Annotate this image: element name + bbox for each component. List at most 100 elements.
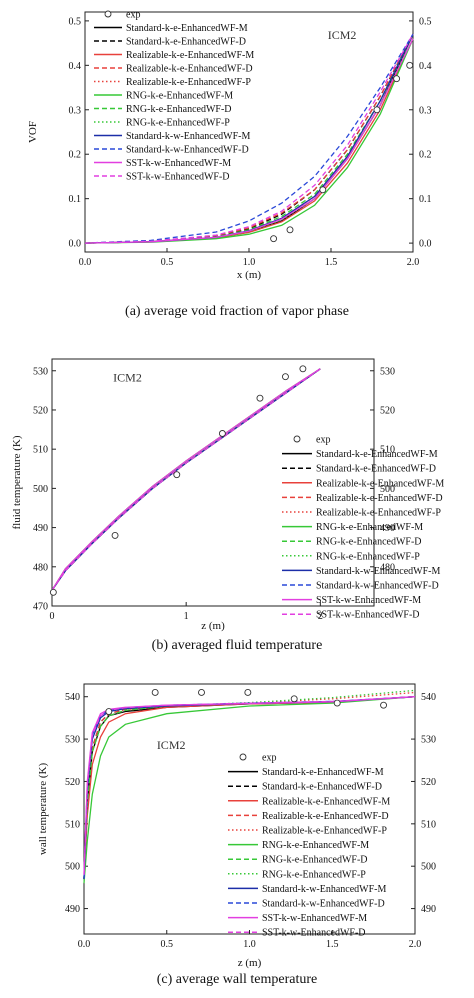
exp-point (198, 689, 205, 696)
x-tick-label: 2 (318, 611, 323, 622)
fluid-temperature-chart: 0 1 2 470 480 490 500 510 520 530 530 520 510 500 490 4… (11, 358, 444, 632)
y-tick-label: 0.5 (69, 16, 82, 27)
x-axis-label: z (m) (201, 620, 225, 632)
legend-marker (293, 435, 301, 443)
x-axis-label: x (m) (237, 269, 261, 281)
y-tick-label: 520 (65, 777, 80, 788)
right-y-tick-label: 0.5 (419, 16, 432, 27)
series-line (84, 33, 414, 244)
series-line (51, 368, 321, 591)
series-line (84, 33, 414, 244)
legend-label: RNG-k-e-EnhancedWF-M (316, 522, 423, 533)
chart-panel-a: 0.0 0.5 1.0 1.5 2.0 0.0 0.1 0.2 0.3 0.4 0.5 0.0 0.1 0… (0, 0, 474, 330)
y-tick-label: 510 (33, 445, 48, 456)
legend-label: Standard-k-e-EnhancedWF-D (262, 782, 382, 793)
legend-label: RNG-k-e-EnhancedWF-P (126, 118, 230, 129)
x-tick-label: 2.0 (409, 939, 422, 950)
series-line (84, 33, 414, 244)
exp-point (373, 106, 381, 114)
legend-label: SST-k-w-EnhancedWF-D (316, 610, 420, 621)
series-line (51, 368, 321, 591)
series-line (83, 689, 416, 879)
y-tick-label: 530 (65, 735, 80, 746)
exp-point (173, 471, 181, 479)
right-y-tick-label: 490 (421, 904, 436, 915)
annotation-label: ICM2 (113, 370, 142, 384)
plot-frame (51, 358, 375, 607)
legend-label: SST-k-w-EnhancedWF-M (126, 158, 231, 169)
exp-point (299, 365, 307, 373)
legend-label: SST-k-w-EnhancedWF-D (262, 928, 366, 939)
y-tick-label: 520 (33, 405, 48, 416)
vof-chart: 0.0 0.5 1.0 1.5 2.0 0.0 0.1 0.2 0.3 0.4 0.5 0.0 0.1 0… (27, 10, 432, 282)
right-y-tick-label: 480 (380, 562, 395, 573)
right-y-tick-label: 0.0 (419, 239, 432, 250)
right-y-tick-label: 510 (380, 445, 395, 456)
exp-point (49, 588, 57, 596)
caption-c: (c) average wall temperature (156, 972, 318, 987)
series-line (51, 368, 321, 591)
x-tick-label: 0.5 (161, 939, 174, 950)
legend-label: Realizable-k-e-EnhancedWF-P (316, 508, 441, 519)
legend-marker (104, 10, 112, 18)
legend-label: exp (316, 435, 330, 446)
series-line (83, 696, 416, 884)
exp-point (319, 186, 327, 194)
y-tick-label: 480 (33, 562, 48, 573)
exp-point (333, 699, 341, 707)
annotation-label: ICM2 (157, 738, 186, 752)
x-tick-label: 0 (50, 611, 55, 622)
caption-b: (b) averaged fluid temperature (151, 638, 323, 653)
exp-point (380, 701, 388, 709)
exp-point (111, 531, 119, 539)
y-tick-label: 540 (65, 692, 80, 703)
exp-point (286, 226, 294, 234)
legend-label: SST-k-w-EnhancedWF-M (262, 913, 367, 924)
exp-point (406, 61, 414, 69)
right-y-tick-label: 510 (421, 819, 436, 830)
series-line (51, 368, 321, 591)
exp-point (270, 235, 278, 243)
series-line (51, 368, 321, 591)
legend-label: Standard-k-e-EnhancedWF-M (316, 449, 438, 460)
series-line (84, 38, 414, 244)
y-tick-label: 500 (33, 484, 48, 495)
y-tick-label: 510 (65, 819, 80, 830)
legend-label: Realizable-k-e-EnhancedWF-P (126, 77, 251, 88)
right-y-tick-label: 520 (421, 777, 436, 788)
right-y-tick-label: 0.3 (419, 105, 432, 116)
legend-label: Standard-k-e-EnhancedWF-D (126, 37, 246, 48)
legend-label: Realizable-k-e-EnhancedWF-M (126, 50, 254, 61)
legend-label: Realizable-k-e-EnhancedWF-M (262, 796, 390, 807)
y-axis-label: wall temperature (K) (37, 763, 49, 856)
exp-point (393, 75, 401, 83)
y-tick-label: 0.3 (69, 105, 82, 116)
legend-label: SST-k-w-EnhancedWF-D (126, 172, 230, 183)
series-line (84, 33, 414, 244)
chart-panel-c: 0.0 0.5 1.0 1.5 2.0 490 500 510 520 530 540 540 530 5… (0, 670, 474, 998)
y-axis-label: VOF (27, 121, 39, 143)
right-y-tick-label: 520 (380, 405, 395, 416)
plot-frame (83, 683, 416, 935)
series-line (51, 368, 321, 591)
legend-label: exp (126, 10, 140, 21)
legend-label: Standard-k-w-EnhancedWF-M (262, 884, 387, 895)
legend-label: RNG-k-e-EnhancedWF-D (316, 537, 422, 548)
legend-label: Realizable-k-e-EnhancedWF-D (316, 493, 443, 504)
right-y-tick-label: 500 (380, 484, 395, 495)
right-y-tick-label: 490 (380, 523, 395, 534)
series-line (51, 368, 321, 591)
y-tick-label: 0.1 (69, 194, 82, 205)
right-y-tick-label: 500 (421, 862, 436, 873)
right-y-tick-label: 540 (421, 692, 436, 703)
y-tick-label: 490 (65, 904, 80, 915)
y-axis-label: fluid temperature (K) (11, 435, 23, 529)
right-y-tick-label: 530 (421, 735, 436, 746)
series-line (84, 33, 414, 244)
legend-label: Realizable-k-e-EnhancedWF-P (262, 826, 387, 837)
exp-point (218, 430, 226, 437)
exp-point (244, 689, 252, 696)
legend-label: Realizable-k-e-EnhancedWF-D (126, 64, 253, 75)
legend-label: RNG-k-e-EnhancedWF-M (262, 840, 369, 851)
legend-label: Realizable-k-e-EnhancedWF-D (262, 811, 389, 822)
